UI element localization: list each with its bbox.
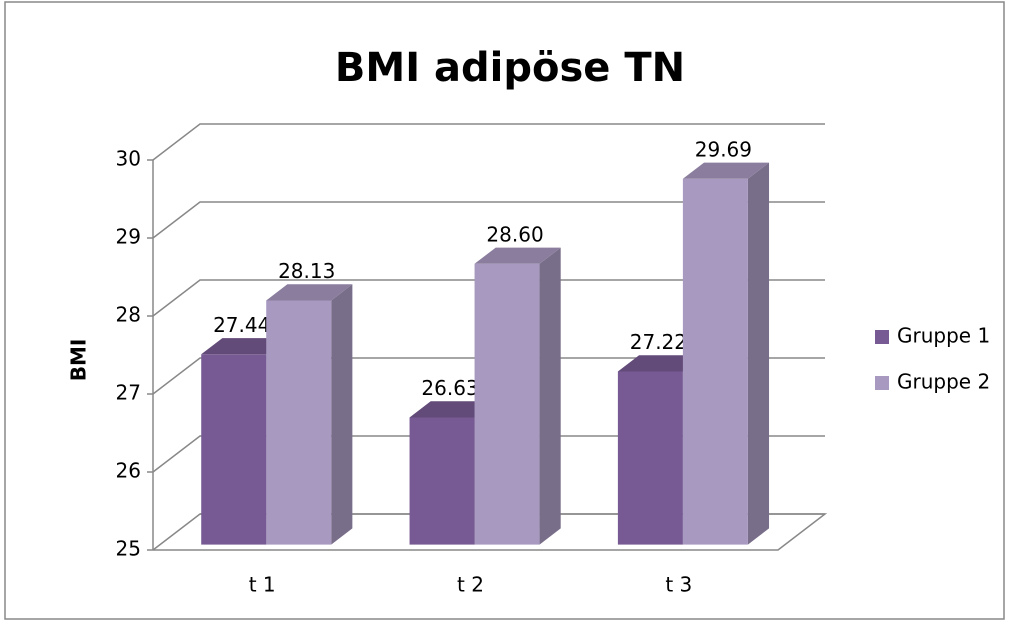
bar <box>266 300 332 545</box>
data-label: 28.60 <box>486 222 543 246</box>
legend-swatch <box>875 376 889 390</box>
grid-line <box>152 201 825 239</box>
bar <box>409 417 475 545</box>
bar-top <box>682 162 770 179</box>
legend-swatch <box>875 330 889 344</box>
y-tick-label: 30 <box>116 147 141 171</box>
bar-side <box>539 247 561 545</box>
x-tick-label: t 3 <box>665 573 692 597</box>
bar-side <box>747 162 770 545</box>
bar-top <box>266 284 353 301</box>
bar-top <box>409 401 496 418</box>
grid-line <box>152 279 825 317</box>
bar <box>474 263 540 545</box>
bar-top <box>201 338 288 355</box>
grid-line <box>152 513 825 551</box>
bar-top <box>474 247 561 264</box>
y-tick-label: 28 <box>116 303 141 327</box>
y-tick-label: 25 <box>116 537 141 561</box>
y-tick-label: 27 <box>116 381 141 405</box>
legend-label: Gruppe 1 <box>897 324 990 348</box>
y-tick-label: 29 <box>116 225 141 249</box>
grid-line <box>152 357 825 395</box>
x-tick-label: t 2 <box>457 573 484 597</box>
y-tick-label: 26 <box>116 459 141 483</box>
bar <box>201 354 267 545</box>
data-label: 29.69 <box>695 137 752 161</box>
data-label: 26.63 <box>421 376 478 400</box>
bar-side <box>331 284 353 545</box>
bar-top <box>617 355 705 372</box>
legend-label: Gruppe 2 <box>897 370 990 394</box>
data-label: 27.22 <box>630 330 687 354</box>
grid-line <box>152 435 825 473</box>
data-label: 27.44 <box>213 313 270 337</box>
grid-line <box>152 123 825 161</box>
chart-title: BMI adipöse TN <box>335 45 685 91</box>
data-label: 28.13 <box>278 259 335 283</box>
y-axis-label: BMI <box>67 339 91 382</box>
x-tick-label: t 1 <box>249 573 276 597</box>
bar <box>617 371 683 545</box>
bar <box>682 178 748 545</box>
